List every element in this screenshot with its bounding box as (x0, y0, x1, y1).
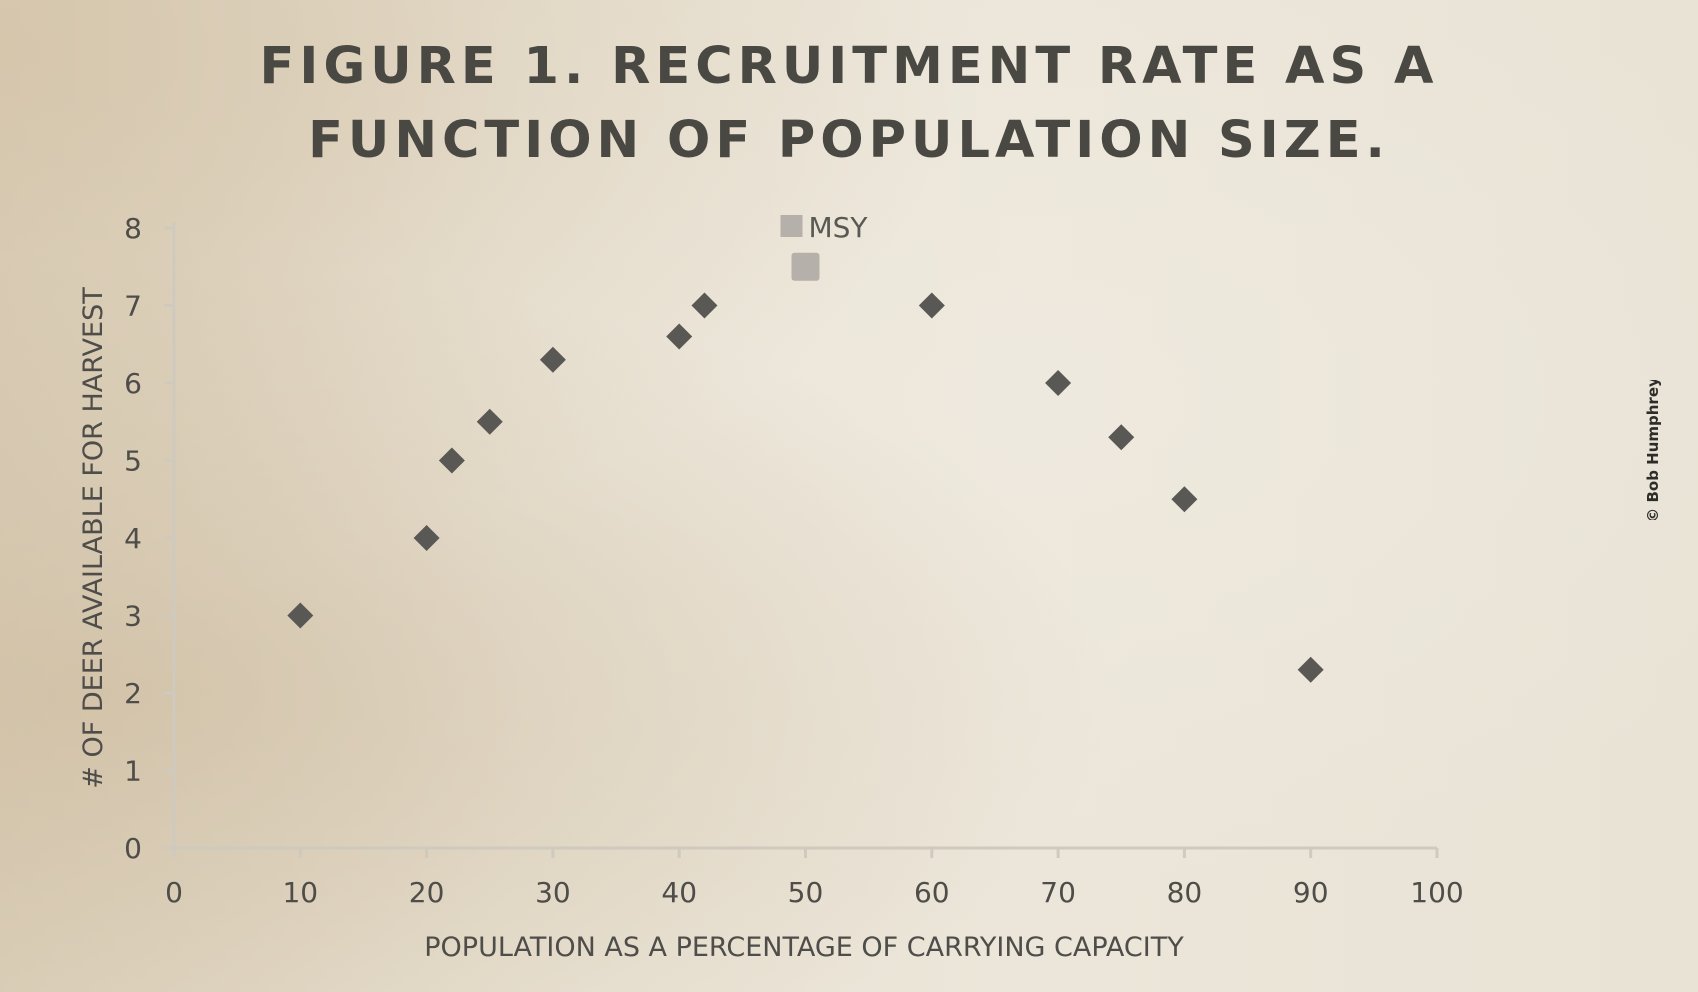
legend-swatch-msy (780, 215, 803, 237)
chart-title-line-1: FIGURE 1. RECRUITMENT RATE AS A (259, 37, 1439, 96)
y-tick-label: 6 (124, 367, 142, 400)
data-point-diamond (918, 292, 945, 319)
y-axis-label: # OF DEER AVAILABLE FOR HARVEST (78, 287, 109, 789)
copyright-text: © Bob Humphrey (1644, 380, 1662, 520)
x-axis-label: POPULATION AS A PERCENTAGE OF CARRYING C… (424, 932, 1184, 963)
y-tick-label: 0 (124, 832, 142, 865)
data-point-diamond (1108, 424, 1135, 451)
data-point-msy (791, 252, 820, 281)
data-point-diamond (1171, 486, 1198, 513)
x-tick-label: 0 (165, 876, 183, 909)
y-tick-label: 4 (124, 522, 142, 555)
y-tick-label: 7 (124, 290, 142, 323)
data-point-diamond (287, 602, 314, 629)
data-point-diamond (539, 346, 566, 373)
data-point-diamond (476, 408, 503, 435)
x-tick-label: 40 (661, 876, 697, 909)
axes (172, 222, 1437, 850)
data-point-diamond (691, 292, 718, 319)
x-tick-label: 50 (788, 876, 824, 909)
data-point-diamond (413, 525, 440, 551)
y-tick-label: 2 (124, 677, 142, 710)
data-point-diamond (438, 447, 465, 474)
data-point-diamond (1297, 656, 1324, 683)
chart-title-line-2: FUNCTION OF POPULATION SIZE. (308, 111, 1390, 170)
x-ticks: 0 10 20 30 40 50 60 70 80 90 100 (165, 848, 1464, 909)
copyright-watermark: © Bob Humphrey (1644, 380, 1662, 520)
x-tick-label: 10 (282, 876, 318, 909)
data-point-diamond (666, 323, 693, 350)
y-ticks: 0 1 2 3 4 5 6 7 8 (124, 212, 174, 865)
x-tick-label: 30 (535, 876, 571, 909)
x-tick-label: 90 (1293, 876, 1329, 909)
x-tick-label: 80 (1167, 876, 1203, 909)
x-tick-label: 100 (1410, 876, 1463, 909)
data-point-diamond (1045, 370, 1072, 396)
data-points (287, 252, 1324, 683)
x-tick-label: 60 (914, 876, 950, 909)
y-tick-label: 3 (124, 600, 142, 633)
x-tick-label: 70 (1040, 876, 1076, 909)
legend: MSY (780, 211, 869, 244)
y-tick-label: 1 (124, 755, 142, 788)
y-tick-label: 8 (124, 212, 142, 245)
x-tick-label: 20 (409, 876, 445, 909)
chart-title: FIGURE 1. RECRUITMENT RATE AS A FUNCTION… (0, 30, 1698, 178)
legend-label-msy: MSY (809, 211, 869, 244)
y-tick-label: 5 (124, 445, 142, 478)
